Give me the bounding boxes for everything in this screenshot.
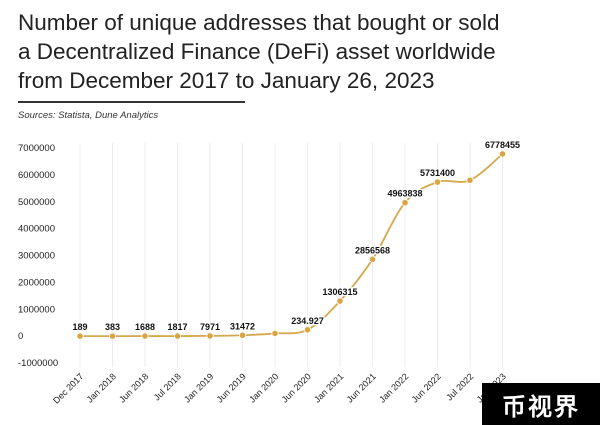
- data-label: 5731400: [420, 168, 455, 178]
- data-point: [433, 178, 442, 186]
- data-point: [206, 332, 214, 340]
- data-label: 1688: [135, 322, 155, 332]
- x-tick-label: Jun 2019: [215, 371, 248, 404]
- title-divider: [18, 101, 245, 103]
- y-tick-label: 7000000: [18, 143, 55, 154]
- x-tick-label: Jul 2022: [444, 371, 475, 402]
- data-label: 2856568: [355, 245, 390, 255]
- data-point: [238, 331, 247, 339]
- data-labels: 189 383 1688 1817 7971 31472 234.927 1306315 285…: [71, 139, 521, 334]
- y-tick-label: -1000000: [18, 358, 58, 369]
- data-point: [466, 176, 474, 184]
- data-point: [108, 332, 117, 340]
- data-point: [303, 326, 312, 334]
- title-line-2: a Decentralized Finance (DeFi) asset wor…: [18, 39, 496, 64]
- data-label: 1306315: [322, 287, 357, 297]
- data-point: [173, 332, 182, 340]
- data-label: 7971: [200, 322, 220, 332]
- data-point: [498, 150, 507, 158]
- data-label: 234.927: [291, 316, 324, 326]
- x-tick-label: Dec 2017: [51, 371, 85, 405]
- title-line-1: Number of unique addresses that bought o…: [18, 10, 500, 35]
- data-label: 6778455: [485, 140, 520, 150]
- y-tick-label: 0: [18, 331, 23, 342]
- x-tick-label: Jan 2020: [247, 371, 280, 404]
- y-tick-label: 3000000: [18, 251, 55, 262]
- data-point: [401, 199, 409, 207]
- x-tick-label: Jul 2018: [152, 371, 183, 402]
- x-tick-label: Jun 2018: [117, 371, 150, 404]
- y-tick-label: 6000000: [18, 170, 55, 181]
- data-label: 1817: [167, 322, 187, 332]
- watermark-logo: 币视界: [482, 383, 600, 425]
- x-axis-ticks: Dec 2017 Jan 2018 Jun 2018 Jul 2018 Jan 2019…: [51, 371, 508, 405]
- data-point: [141, 332, 149, 340]
- data-label: 383: [105, 322, 120, 332]
- y-tick-label: 5000000: [18, 197, 55, 208]
- y-tick-label: 2000000: [18, 277, 55, 288]
- data-label: 189: [72, 322, 87, 332]
- data-label: 31472: [230, 321, 255, 331]
- data-point: [271, 329, 279, 338]
- y-axis-ticks: 7000000 6000000 5000000 4000000 3000000 20000…: [18, 143, 58, 369]
- data-point: [336, 297, 344, 305]
- x-tick-label: Jan 2022: [377, 371, 410, 404]
- data-point: [76, 332, 84, 340]
- x-tick-label: Jan 2019: [182, 371, 215, 404]
- title-line-3: from December 2017 to January 26, 2023: [18, 68, 435, 93]
- y-tick-label: 4000000: [18, 224, 55, 235]
- data-point: [368, 255, 377, 263]
- chart-title: Number of unique addresses that bought o…: [18, 8, 588, 95]
- data-points: [76, 150, 507, 340]
- y-tick-label: 1000000: [18, 304, 55, 315]
- x-tick-label: Jun 2021: [345, 371, 378, 404]
- source-note: Sources: Statista, Dune Analytics: [18, 110, 159, 121]
- x-tick-label: Jun 2022: [410, 371, 443, 404]
- x-tick-label: Jan 2021: [312, 371, 345, 404]
- x-tick-label: Jun 2020: [280, 371, 313, 404]
- x-tick-label: Jan 2018: [85, 371, 118, 404]
- data-label: 4963838: [387, 189, 422, 199]
